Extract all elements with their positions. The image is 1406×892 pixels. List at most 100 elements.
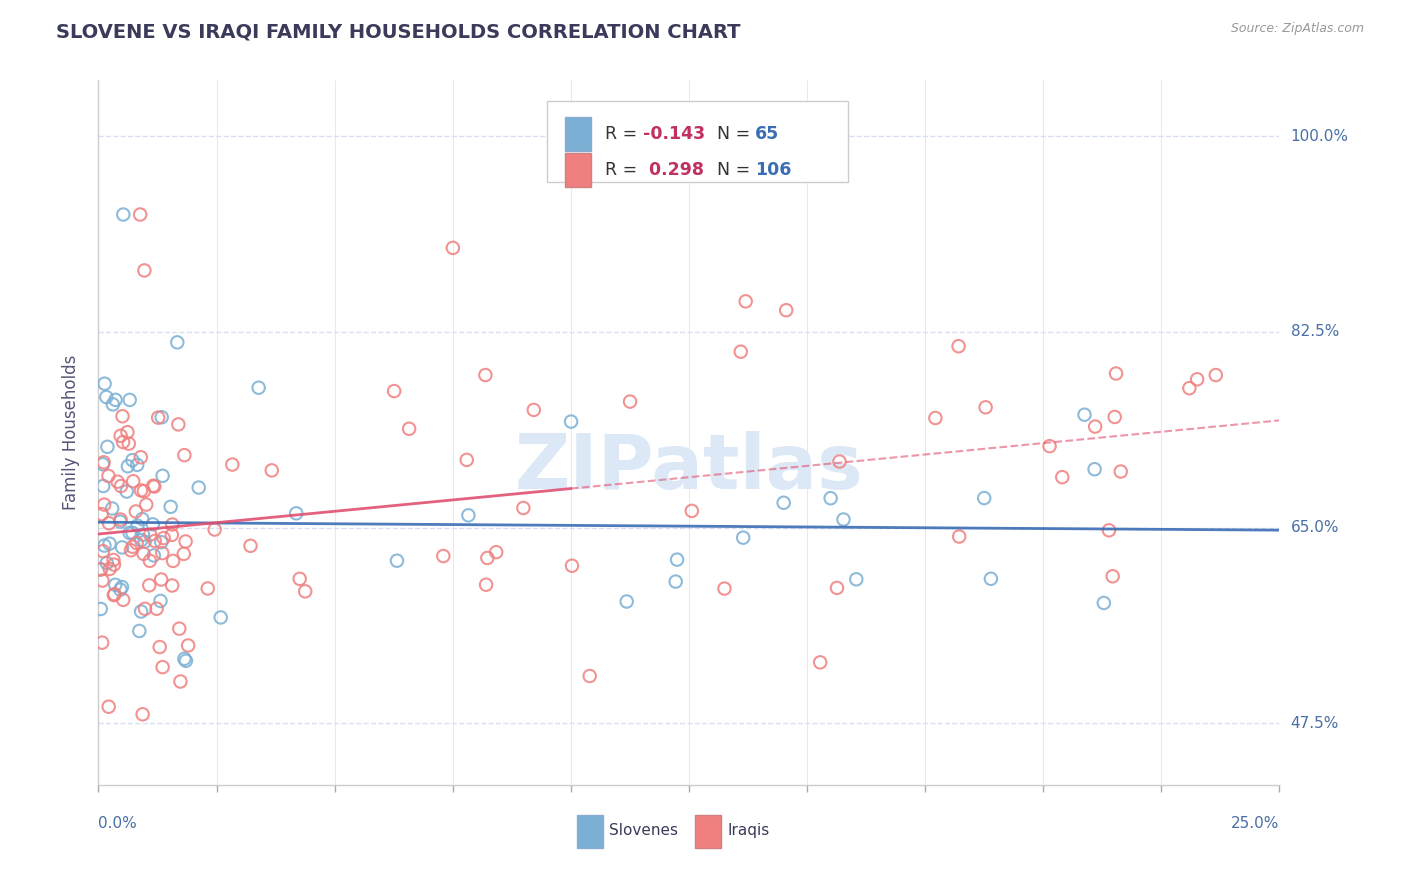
Point (1084, 462, 1107, 476)
Text: SLOVENE VS IRAQI FAMILY HOUSEHOLDS CORRELATION CHART: SLOVENE VS IRAQI FAMILY HOUSEHOLDS CORRE… (56, 22, 741, 41)
Text: N =: N = (717, 161, 756, 179)
Point (91, 544, 114, 558)
Point (152, 660, 174, 674)
Point (174, 534, 197, 549)
Text: ZIPatlas: ZIPatlas (515, 431, 863, 505)
Point (97, 699, 120, 714)
Point (173, 652, 195, 666)
Point (129, 605, 152, 619)
Point (90, 507, 112, 521)
Point (173, 448, 195, 462)
Point (122, 475, 145, 489)
Point (385, 554, 408, 568)
Point (103, 558, 125, 572)
Point (485, 545, 508, 559)
Point (118, 525, 141, 540)
Point (127, 518, 149, 533)
Point (143, 533, 166, 548)
Point (1092, 596, 1115, 610)
Point (204, 523, 226, 537)
Point (239, 539, 262, 553)
Point (149, 594, 172, 608)
Point (129, 207, 152, 221)
Point (734, 294, 756, 309)
Point (90, 562, 112, 576)
Text: 25.0%: 25.0% (1232, 815, 1279, 830)
Point (523, 403, 546, 417)
Point (101, 397, 124, 411)
Point (441, 241, 464, 255)
Point (150, 410, 173, 425)
Point (97, 469, 120, 483)
Point (578, 669, 600, 683)
Point (111, 541, 134, 555)
Point (398, 422, 420, 436)
Text: 65.0%: 65.0% (1291, 520, 1339, 535)
FancyBboxPatch shape (576, 814, 603, 848)
Point (845, 572, 868, 586)
Point (118, 436, 141, 450)
Point (973, 491, 995, 505)
Point (93, 539, 115, 553)
Point (1101, 569, 1123, 583)
Point (294, 584, 316, 599)
FancyBboxPatch shape (547, 102, 848, 183)
Point (477, 550, 499, 565)
Point (101, 501, 124, 516)
Point (129, 483, 152, 498)
Point (832, 512, 855, 526)
Point (103, 587, 125, 601)
Point (209, 610, 232, 624)
Point (980, 572, 1002, 586)
Point (260, 463, 283, 477)
Text: 0.298: 0.298 (643, 161, 704, 179)
Point (820, 491, 842, 506)
Text: 0.0%: 0.0% (98, 815, 138, 830)
Text: 47.5%: 47.5% (1291, 716, 1339, 731)
Point (159, 500, 181, 514)
Point (1052, 470, 1074, 484)
Point (110, 429, 132, 443)
Point (112, 435, 135, 450)
Point (828, 454, 851, 468)
Point (474, 368, 496, 382)
FancyBboxPatch shape (565, 153, 591, 187)
Point (825, 581, 848, 595)
Text: N =: N = (717, 125, 756, 143)
Point (148, 410, 170, 425)
Point (110, 479, 132, 493)
Point (166, 335, 188, 350)
Point (187, 481, 209, 495)
Point (162, 517, 184, 532)
Point (143, 479, 166, 493)
FancyBboxPatch shape (695, 814, 721, 848)
Point (1073, 408, 1095, 422)
Point (1105, 367, 1128, 381)
Point (96, 440, 118, 454)
Point (117, 425, 139, 439)
Point (1038, 439, 1060, 453)
Point (98, 516, 121, 531)
Point (131, 512, 153, 526)
Point (1104, 409, 1126, 424)
Point (560, 415, 582, 429)
Point (162, 554, 184, 568)
Point (1109, 465, 1132, 479)
Text: R =: R = (605, 125, 643, 143)
Point (974, 401, 997, 415)
Point (145, 601, 167, 615)
Point (129, 533, 152, 548)
Point (93, 376, 115, 391)
Point (111, 409, 134, 424)
Point (288, 572, 311, 586)
Point (90, 562, 112, 576)
Point (152, 468, 174, 483)
Text: Source: ZipAtlas.com: Source: ZipAtlas.com (1230, 22, 1364, 36)
Point (167, 417, 190, 432)
Point (173, 547, 195, 561)
Point (112, 207, 135, 221)
Point (772, 496, 794, 510)
Point (160, 528, 183, 542)
Point (132, 527, 155, 541)
Point (1185, 372, 1208, 386)
